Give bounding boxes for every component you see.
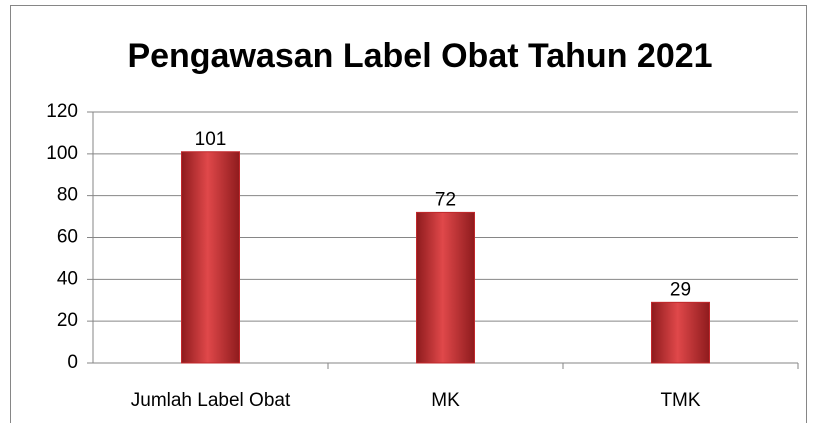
data-label: 72 xyxy=(435,189,456,210)
y-tick-label: 40 xyxy=(57,268,78,289)
x-tick-label: Jumlah Label Obat xyxy=(131,390,291,411)
y-tick-label: 0 xyxy=(67,352,78,373)
y-tick-label: 100 xyxy=(46,143,78,164)
x-tick-label: MK xyxy=(431,390,460,411)
bar xyxy=(181,151,240,364)
y-tick-label: 80 xyxy=(57,185,78,206)
data-label: 29 xyxy=(670,279,691,300)
x-tick-label: TMK xyxy=(660,390,700,411)
y-tick-label: 60 xyxy=(57,227,78,248)
y-tick-label: 120 xyxy=(46,101,78,122)
y-tick-label: 20 xyxy=(57,310,78,331)
chart-title: Pengawasan Label Obat Tahun 2021 xyxy=(127,37,712,75)
bar xyxy=(416,211,475,364)
data-label: 101 xyxy=(195,129,227,150)
bar xyxy=(651,301,710,364)
